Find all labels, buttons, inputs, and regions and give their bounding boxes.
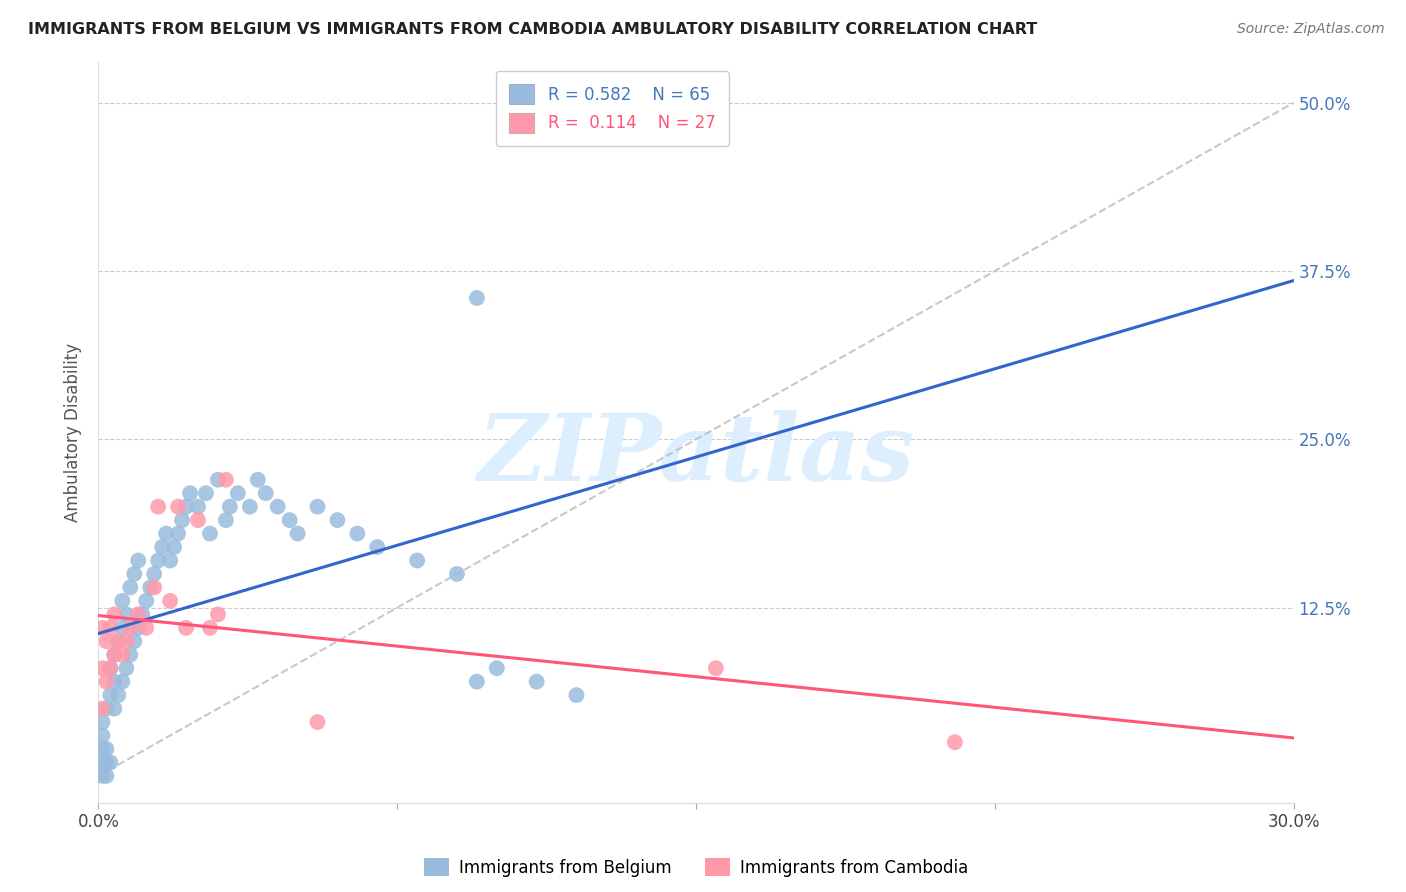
Point — [366, 540, 388, 554]
Point — [943, 735, 966, 749]
Point — [346, 526, 368, 541]
Point — [91, 621, 114, 635]
Point — [465, 291, 488, 305]
Point — [107, 634, 129, 648]
Point — [103, 674, 125, 689]
Text: IMMIGRANTS FROM BELGIUM VS IMMIGRANTS FROM CAMBODIA AMBULATORY DISABILITY CORREL: IMMIGRANTS FROM BELGIUM VS IMMIGRANTS FR… — [28, 22, 1038, 37]
Point — [96, 674, 118, 689]
Point — [278, 513, 301, 527]
Point — [195, 486, 218, 500]
Point — [207, 473, 229, 487]
Point — [307, 714, 329, 729]
Point — [98, 756, 122, 770]
Point — [187, 500, 209, 514]
Point — [111, 648, 134, 662]
Point — [446, 566, 468, 581]
Point — [150, 540, 173, 554]
Point — [187, 513, 209, 527]
Point — [103, 648, 125, 662]
Point — [565, 688, 588, 702]
Point — [98, 661, 122, 675]
Point — [111, 594, 134, 608]
Point — [159, 553, 181, 567]
Point — [91, 701, 114, 715]
Point — [406, 553, 429, 567]
Point — [120, 621, 142, 635]
Point — [135, 594, 157, 608]
Point — [485, 661, 508, 675]
Point — [267, 500, 290, 514]
Point — [91, 742, 114, 756]
Point — [103, 607, 125, 622]
Point — [287, 526, 309, 541]
Point — [215, 473, 238, 487]
Point — [127, 621, 149, 635]
Text: Source: ZipAtlas.com: Source: ZipAtlas.com — [1237, 22, 1385, 37]
Point — [96, 756, 118, 770]
Point — [107, 634, 129, 648]
Point — [127, 553, 149, 567]
Point — [172, 513, 194, 527]
Point — [226, 486, 249, 500]
Point — [98, 661, 122, 675]
Point — [120, 581, 142, 595]
Point — [111, 674, 134, 689]
Point — [307, 500, 329, 514]
Point — [111, 621, 134, 635]
Point — [124, 634, 146, 648]
Point — [215, 513, 238, 527]
Point — [219, 500, 242, 514]
Point — [124, 566, 146, 581]
Point — [115, 661, 138, 675]
Y-axis label: Ambulatory Disability: Ambulatory Disability — [65, 343, 83, 522]
Point — [96, 742, 118, 756]
Point — [465, 674, 488, 689]
Point — [96, 634, 118, 648]
Point — [96, 701, 118, 715]
Point — [143, 566, 166, 581]
Point — [91, 714, 114, 729]
Point — [148, 500, 170, 514]
Point — [159, 594, 181, 608]
Point — [115, 607, 138, 622]
Point — [98, 688, 122, 702]
Point — [127, 607, 149, 622]
Point — [163, 540, 186, 554]
Point — [526, 674, 548, 689]
Point — [174, 621, 197, 635]
Point — [107, 688, 129, 702]
Point — [246, 473, 269, 487]
Point — [207, 607, 229, 622]
Point — [198, 621, 221, 635]
Point — [174, 500, 197, 514]
Point — [704, 661, 727, 675]
Point — [326, 513, 349, 527]
Point — [103, 648, 125, 662]
Point — [91, 756, 114, 770]
Point — [139, 581, 162, 595]
Point — [103, 701, 125, 715]
Point — [198, 526, 221, 541]
Point — [135, 621, 157, 635]
Point — [254, 486, 277, 500]
Text: ZIPatlas: ZIPatlas — [478, 409, 914, 500]
Point — [167, 500, 190, 514]
Legend: Immigrants from Belgium, Immigrants from Cambodia: Immigrants from Belgium, Immigrants from… — [418, 852, 974, 883]
Point — [167, 526, 190, 541]
Point — [115, 634, 138, 648]
Point — [91, 729, 114, 743]
Point — [91, 769, 114, 783]
Point — [148, 553, 170, 567]
Point — [239, 500, 262, 514]
Point — [96, 769, 118, 783]
Point — [91, 661, 114, 675]
Point — [179, 486, 201, 500]
Point — [120, 648, 142, 662]
Point — [131, 607, 153, 622]
Point — [98, 621, 122, 635]
Point — [143, 581, 166, 595]
Point — [155, 526, 177, 541]
